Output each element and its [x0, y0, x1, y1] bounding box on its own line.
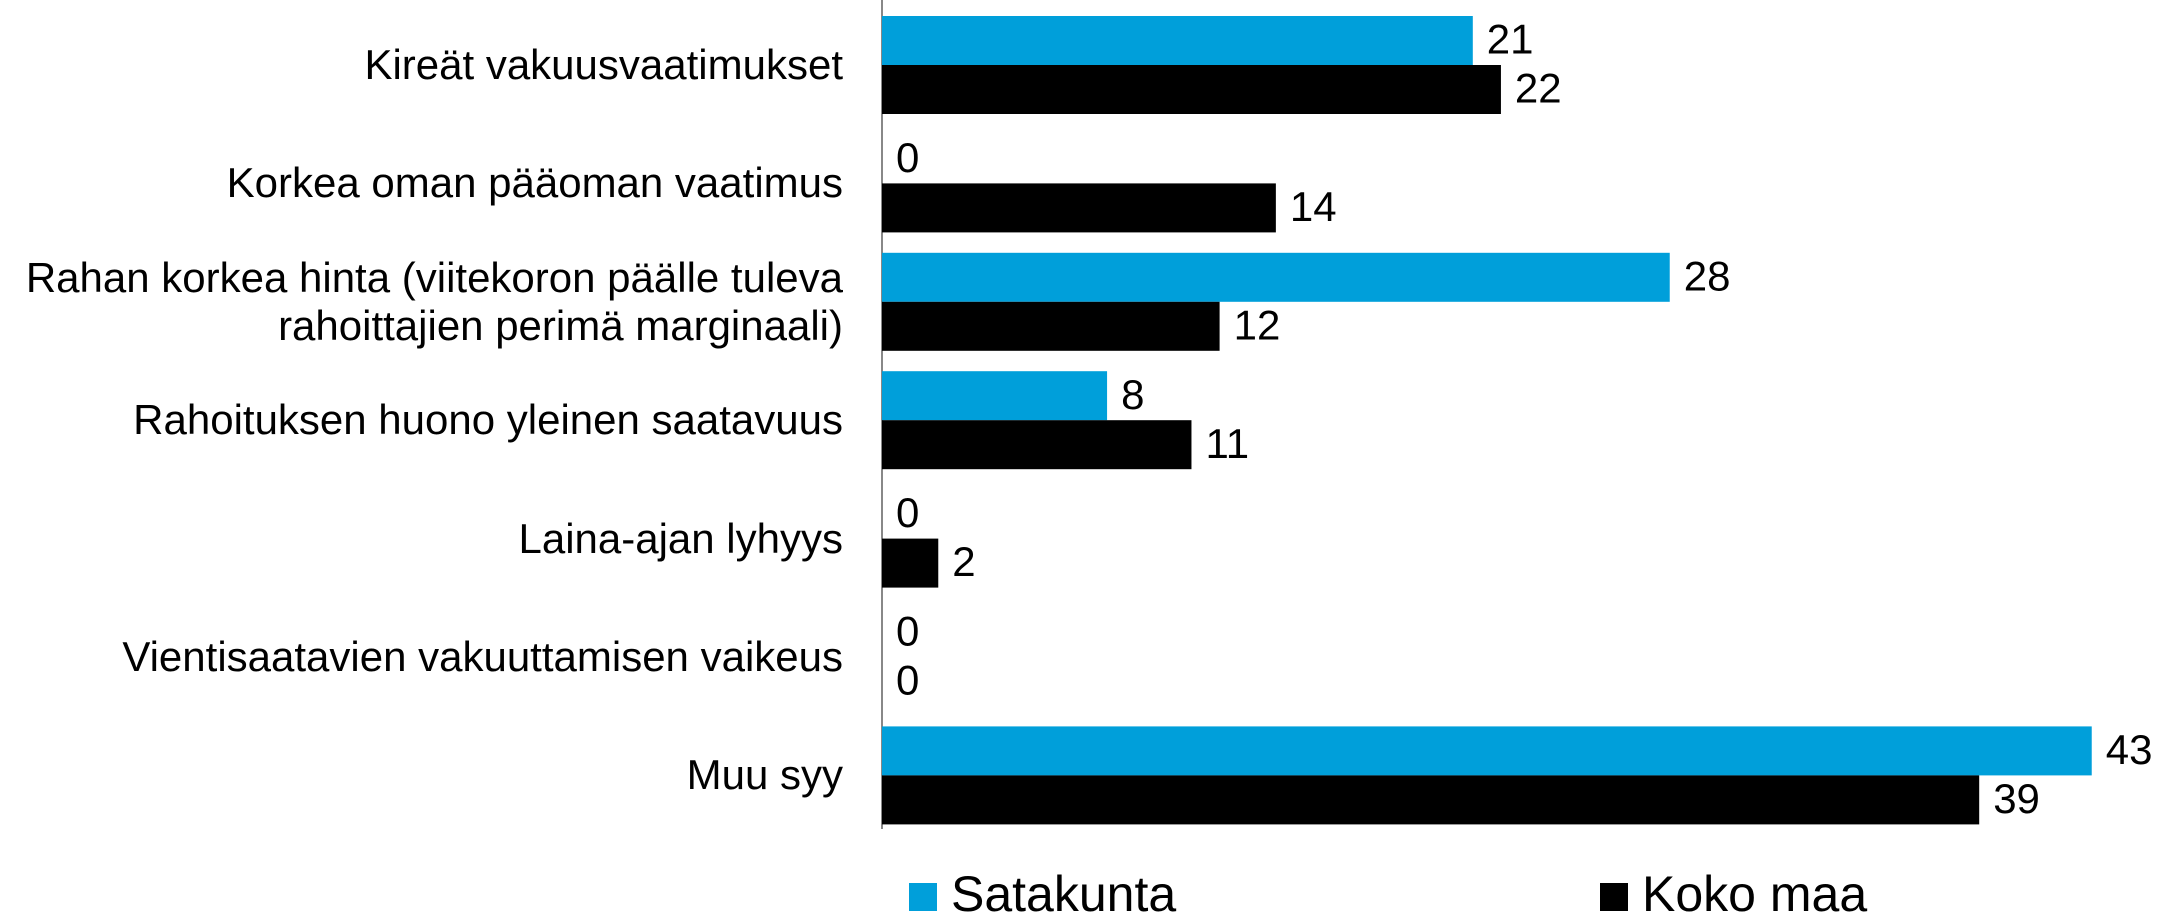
value-label: 11	[1205, 420, 1249, 467]
value-label: 0	[896, 657, 919, 704]
bar	[882, 183, 1276, 233]
category-label: Vientisaatavien vakuuttamisen vaikeus	[122, 633, 843, 680]
category-label: Rahan korkea hinta (viitekoron päälle tu…	[25, 253, 843, 349]
value-label: 22	[1515, 65, 1562, 112]
legend-swatch	[909, 883, 937, 911]
legend-swatch	[1600, 883, 1628, 911]
value-label: 0	[896, 608, 919, 655]
bar	[882, 420, 1192, 470]
value-label: 0	[896, 489, 919, 536]
bar	[882, 538, 939, 588]
bar	[882, 726, 2092, 776]
bar	[882, 371, 1108, 421]
category-label: Muu syy	[686, 751, 843, 799]
value-label: 43	[2106, 726, 2153, 773]
value-label: 12	[1234, 301, 1281, 348]
value-label: 14	[1290, 183, 1337, 230]
legend-label: Satakunta	[951, 866, 1176, 917]
category-label: Kireät vakuusvaatimukset	[364, 41, 843, 88]
category-label: Laina-ajan lyhyys	[518, 514, 843, 562]
bar	[882, 775, 1980, 825]
value-label: 2	[952, 538, 975, 585]
category-label: Rahoituksen huono yleinen saatavuus	[133, 396, 843, 444]
bar	[882, 16, 1473, 65]
value-label: 21	[1487, 16, 1534, 63]
bar	[882, 252, 1670, 302]
value-label: 39	[1993, 775, 2040, 822]
value-label: 0	[896, 134, 919, 181]
value-label: 8	[1121, 371, 1144, 418]
legend-label: Koko maa	[1642, 866, 1867, 917]
category-label: Korkea oman pääoman vaatimus	[226, 159, 843, 207]
bar	[882, 65, 1501, 114]
bar	[882, 301, 1220, 351]
value-label: 28	[1684, 252, 1731, 299]
